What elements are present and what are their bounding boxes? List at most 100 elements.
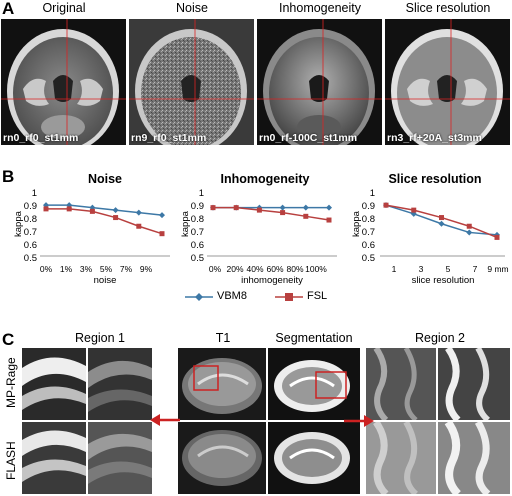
data-point-fsl [43,206,49,212]
panel-code-original: rn0_rf0_st1mm [3,132,79,144]
region2-mprage-seg [438,348,510,420]
data-point-vbm8 [135,209,142,216]
data-point-vbm8 [159,212,165,219]
data-point-fsl [136,223,142,229]
mri-image-slice-resolution: rn3_rf+20A_st3mm [385,19,510,145]
ytick: 0.7 [23,227,37,238]
data-point-vbm8 [326,204,332,211]
row-label-mp-rage: MP-Rage [4,357,18,408]
header-region-1: Region 1 [74,331,126,345]
data-point-vbm8 [43,202,49,209]
header-segmentation: Segmentation [275,331,353,345]
data-point-fsl [159,231,165,237]
xtick: 5% [99,264,113,274]
chart-title-slice-resolution: Slice resolution [388,172,482,186]
row-label-flash: FLASH [4,441,18,480]
ytick: 0.6 [23,240,37,251]
data-point-vbm8 [112,207,119,214]
data-point-vbm8 [410,210,417,217]
header-region-2: Region 2 [414,331,466,345]
xtick: 7 [472,264,478,274]
ytick: 0.9 [190,201,204,212]
panel-code-slice-resolution: rn3_rf+20A_st3mm [387,132,482,144]
segmentation-flash-image [268,422,360,494]
legend: VBM8 FSL [185,290,365,304]
data-point-fsl [66,206,72,212]
region2-flash-seg [438,422,510,494]
ytick: 0.5 [361,253,375,264]
chart-title-inhomogeneity: Inhomogeneity [220,172,310,186]
region1-flash-raw [88,422,152,494]
ytick: 0.7 [190,227,204,238]
region2-flash-raw [366,422,436,494]
data-point-vbm8 [438,220,445,227]
xtick: 1% [59,264,73,274]
panel-title-noise: Noise [176,1,208,15]
data-point-fsl [303,213,309,219]
data-point-fsl [494,234,500,240]
panel-title-inhomogeneity: Inhomogeneity [278,1,361,15]
series-line-vbm8 [46,204,163,216]
xtick: 3% [79,264,93,274]
series-line-fsl [46,208,163,235]
xtick: 80% [286,264,304,274]
legend-label-vbm8: VBM8 [217,290,247,302]
data-point-fsl [256,207,262,213]
ytick: 0.6 [361,240,375,251]
arrow-to-region2 [344,415,374,427]
data-point-vbm8 [466,229,473,236]
xtick: 1 [391,264,397,274]
region2-mprage-raw [366,348,436,420]
ytick: 0.7 [361,227,375,238]
data-point-fsl [89,208,95,214]
ytick: 0.9 [23,201,37,212]
series-line-fsl [213,206,330,221]
xtick: 40% [246,264,264,274]
line-chart-slice-resolution [380,202,505,257]
panel-title-original: Original [42,1,86,15]
data-point-fsl [439,215,444,221]
chart-xlabel-inhomogeneity: inhomogeneity [241,275,303,286]
ytick: 1 [369,188,375,199]
t1-flash-image [178,422,266,494]
xtick: 0% [39,264,53,274]
ytick: 0.6 [190,240,204,251]
chart-xlabel-slice-resolution: slice resolution [411,275,475,286]
data-point-fsl [210,205,216,211]
header-t1: T1 [215,331,231,345]
ytick: 0.8 [190,214,204,225]
panel-code-noise: rn9_rf0_st1mm [131,132,207,144]
data-point-fsl [280,210,286,216]
data-point-fsl [326,217,332,223]
data-point-fsl [113,215,119,221]
region1-mprage-seg [22,348,86,420]
xtick: 9 mm [487,264,509,274]
arrow-to-region1 [150,414,180,426]
t1-mprage-image [178,348,266,420]
ytick: 0.8 [23,214,37,225]
ytick: 0.5 [23,253,37,264]
xtick: 100% [305,264,327,274]
xtick: 0% [208,264,222,274]
region1-flash-seg [22,422,86,494]
xtick: 9% [139,264,153,274]
panel-code-inhomogeneity: rn0_rf-100C_st1mm [259,132,358,144]
mri-image-inhomogeneity: rn0_rf-100C_st1mm [257,19,382,145]
segmentation-mprage-image [268,348,360,420]
data-point-fsl [383,202,389,208]
ytick: 0.9 [361,201,375,212]
region1-mprage-raw [88,348,152,420]
ytick: 0.8 [361,214,375,225]
legend-label-fsl: FSL [307,290,328,302]
mri-image-original: rn0_rf0_st1mm [1,19,126,145]
section-b-letter: B [2,167,15,186]
data-point-vbm8 [279,204,286,211]
chart-xlabel-noise: noise [93,275,117,286]
line-chart-noise [40,202,170,257]
line-chart-inhomogeneity [207,204,337,257]
ytick: 0.5 [190,253,204,264]
section-c-letter: C [2,330,15,349]
panel-title-slice-resolution: Slice resolution [405,1,491,15]
section-a-letter: A [2,0,15,18]
data-point-fsl [411,207,417,213]
